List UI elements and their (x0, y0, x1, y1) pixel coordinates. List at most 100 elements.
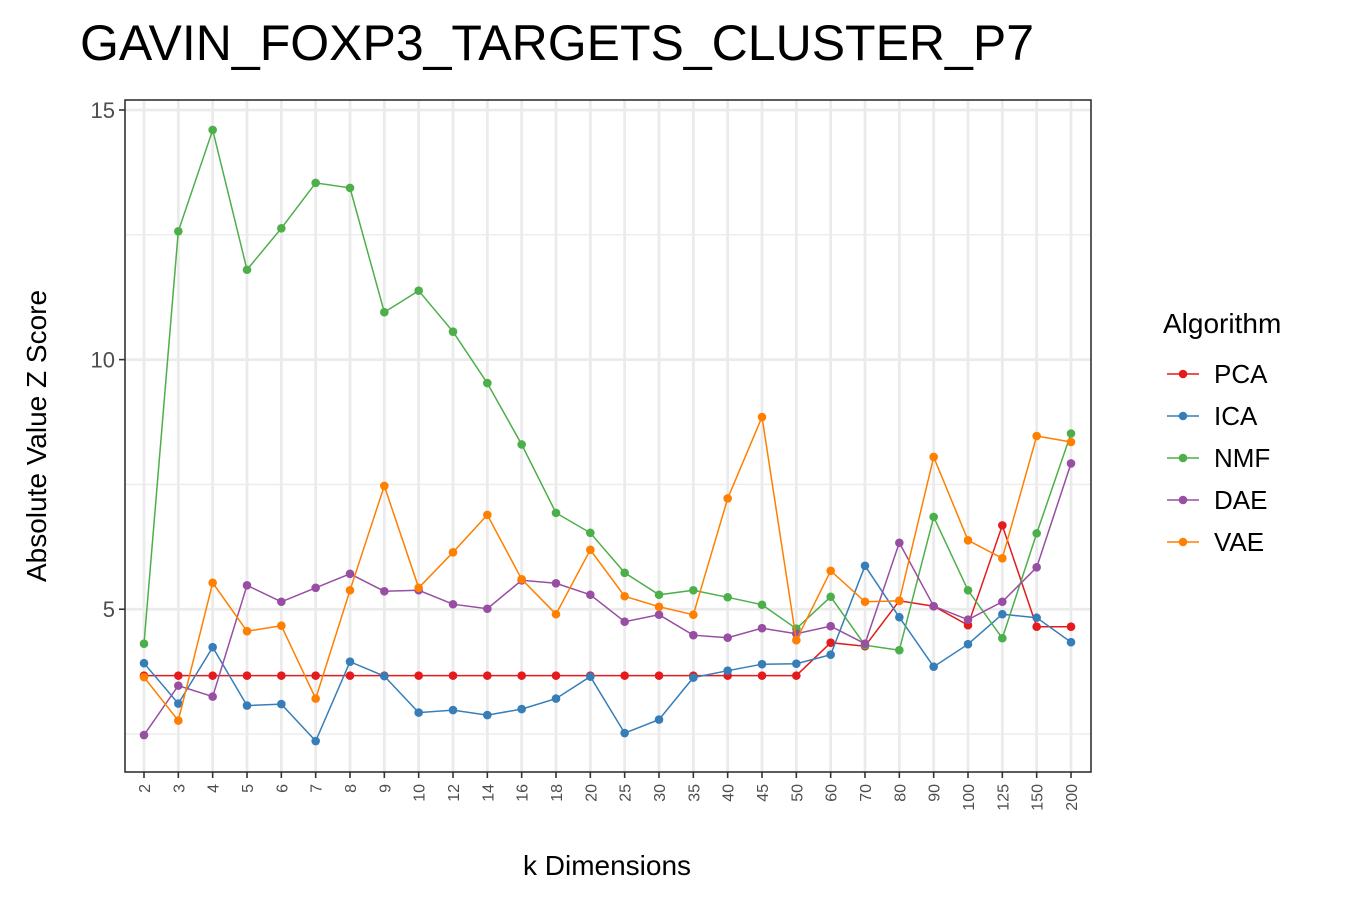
data-point-dae (380, 586, 389, 596)
data-point-pca (517, 671, 526, 680)
data-point-vae (1066, 437, 1076, 447)
data-point-pca (311, 671, 320, 680)
data-point-vae (998, 554, 1007, 563)
data-point-ica (620, 728, 629, 738)
data-point-nmf (448, 327, 458, 336)
data-point-vae (311, 694, 320, 703)
data-point-ica (654, 715, 664, 724)
data-point-pca (1066, 622, 1076, 632)
legend-key-point (1178, 411, 1188, 421)
x-tick-label: 40 (721, 784, 738, 802)
data-point-ica (311, 736, 320, 746)
data-point-nmf (311, 178, 320, 188)
data-point-nmf (139, 639, 149, 648)
data-point-pca (277, 671, 286, 680)
x-tick-label: 10 (412, 784, 429, 802)
data-point-nmf (208, 125, 217, 135)
data-point-vae (929, 452, 938, 462)
x-tick-label: 90 (927, 784, 944, 802)
plot-frame (124, 99, 1092, 773)
data-point-dae (174, 681, 183, 690)
data-point-dae (448, 599, 458, 609)
data-point-ica (929, 662, 938, 671)
series-vae (139, 412, 1076, 725)
data-point-nmf (517, 440, 526, 449)
legend-item-nmf: NMF (1167, 443, 1270, 473)
data-point-vae (792, 635, 801, 645)
data-point-pca (448, 671, 458, 680)
data-point-vae (448, 548, 458, 557)
data-point-dae (551, 578, 561, 588)
data-point-dae (654, 610, 664, 620)
data-point-pca (826, 638, 835, 647)
data-point-ica (826, 650, 835, 659)
data-point-dae (1032, 563, 1041, 572)
series-line-nmf (143, 127, 1072, 652)
data-point-ica (963, 639, 973, 649)
data-point-vae (757, 412, 767, 422)
data-point-nmf (1066, 429, 1076, 438)
data-point-vae (895, 596, 904, 606)
grid (125, 100, 1091, 772)
legend-key-point (1178, 495, 1188, 505)
data-point-vae (242, 626, 252, 636)
data-point-ica (380, 671, 389, 681)
series-nmf (139, 125, 1076, 655)
data-point-dae (586, 590, 595, 600)
data-point-dae (345, 569, 355, 579)
x-tick-label: 8 (343, 784, 360, 793)
data-point-pca (345, 671, 355, 680)
data-point-ica (895, 612, 904, 622)
x-tick-label: 80 (892, 784, 909, 802)
x-tick-label: 6 (274, 784, 291, 793)
data-point-pca (551, 671, 561, 680)
data-point-nmf (380, 307, 389, 317)
y-tick-label: 5 (103, 597, 115, 622)
data-point-vae (345, 585, 355, 595)
legend-label-dae: DAE (1214, 485, 1267, 515)
x-tick-label: 9 (377, 784, 394, 793)
data-point-ica (277, 699, 286, 709)
data-point-dae (963, 615, 973, 625)
legend-key-point (1178, 453, 1188, 463)
data-point-vae (414, 583, 423, 593)
x-tick-label: 30 (652, 784, 669, 802)
data-point-ica (414, 708, 423, 717)
x-tick-label: 16 (515, 784, 532, 802)
data-point-ica (860, 561, 870, 571)
data-point-dae (689, 630, 698, 640)
series-dae (139, 459, 1076, 740)
data-point-dae (826, 621, 835, 631)
data-point-pca (208, 671, 217, 680)
x-tick-label: 70 (858, 784, 875, 802)
data-point-vae (1032, 431, 1041, 441)
series-ica (139, 561, 1076, 746)
x-tick-label: 50 (789, 784, 806, 802)
data-point-vae (860, 597, 870, 607)
data-point-dae (998, 597, 1007, 607)
data-point-vae (277, 621, 286, 631)
y-tick-label: 10 (91, 348, 115, 373)
x-tick-label: 200 (1064, 784, 1081, 811)
data-point-vae (963, 536, 973, 545)
data-point-pca (998, 521, 1007, 530)
x-tick-label: 4 (206, 784, 223, 793)
data-point-vae (208, 578, 217, 588)
x-tick-label: 2 (137, 784, 154, 793)
x-tick-label: 7 (309, 784, 326, 793)
x-tick-label: 125 (995, 784, 1012, 811)
data-point-nmf (895, 645, 904, 655)
data-point-vae (483, 510, 492, 520)
x-tick-label: 25 (618, 784, 635, 802)
data-point-dae (757, 623, 767, 633)
data-point-nmf (723, 592, 732, 602)
data-point-vae (586, 545, 595, 555)
x-tick-label: 3 (171, 784, 188, 793)
x-tick-label: 100 (961, 784, 978, 811)
data-point-vae (689, 610, 698, 620)
legend-item-pca: PCA (1167, 359, 1268, 389)
data-point-dae (1066, 459, 1076, 468)
data-point-nmf (483, 378, 492, 388)
data-point-ica (483, 710, 492, 720)
